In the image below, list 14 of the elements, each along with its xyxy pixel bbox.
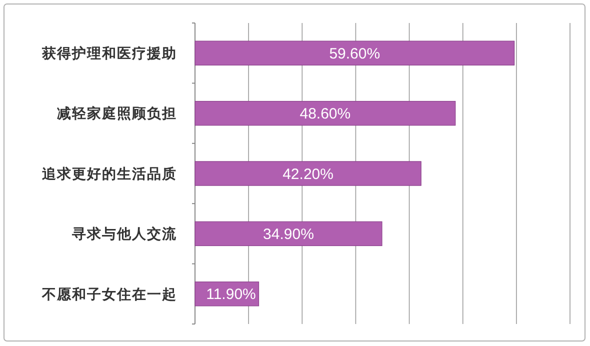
- bar: [194, 161, 422, 186]
- data-label: 34.90%: [263, 226, 314, 243]
- data-label: 42.20%: [282, 166, 334, 183]
- y-tick-label: 不愿和子女住在一起: [41, 286, 177, 303]
- y-tick-label: 追求更好的生活品质: [41, 165, 177, 182]
- y-tick-label: 获得护理和医疗援助: [41, 45, 177, 62]
- y-tick-label: 减轻家庭照顾负担: [57, 105, 177, 122]
- data-label: 48.60%: [300, 106, 351, 123]
- data-label: 11.90%: [206, 286, 256, 304]
- bar: [194, 100, 456, 126]
- bar: [194, 40, 515, 66]
- data-label: 59.60%: [329, 45, 380, 62]
- bar: [194, 221, 382, 246]
- y-tick-label: 寻求与他人交流: [71, 226, 177, 243]
